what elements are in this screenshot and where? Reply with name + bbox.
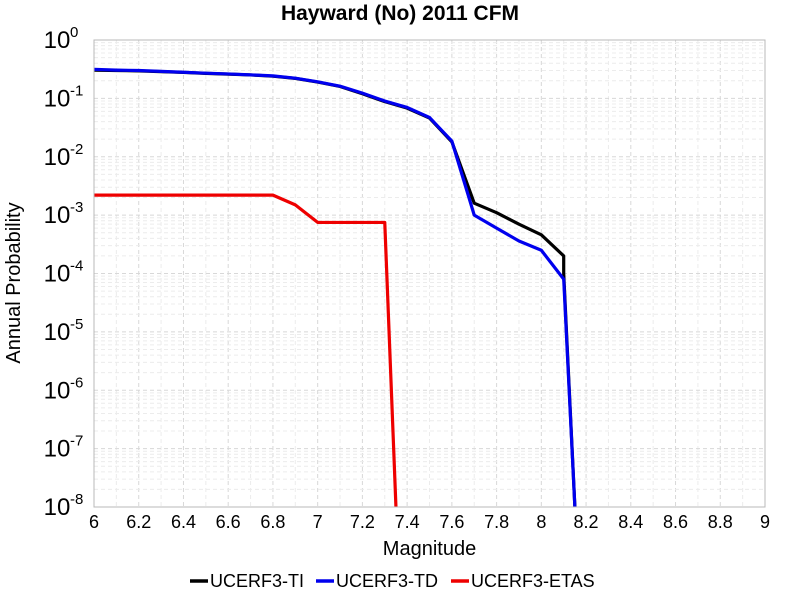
x-tick-label: 8.2: [574, 512, 599, 532]
legend-label: UCERF3-ETAS: [471, 571, 595, 591]
y-tick-exponent: -6: [70, 374, 83, 391]
y-tick-exponent: -3: [70, 199, 83, 216]
x-tick-label: 7.2: [350, 512, 375, 532]
y-tick-base: 10: [44, 436, 71, 463]
x-tick-label: 7.8: [484, 512, 509, 532]
x-tick-label: 6.6: [216, 512, 241, 532]
y-tick-exponent: -2: [70, 141, 83, 158]
x-axis-label: Magnitude: [383, 538, 476, 560]
y-tick-exponent: -7: [70, 433, 83, 450]
x-tick-label: 7.4: [395, 512, 420, 532]
y-tick-exponent: -5: [70, 316, 83, 333]
x-tick-label: 6.4: [171, 512, 196, 532]
y-tick-label: 10 0: [44, 24, 79, 54]
x-tick-label: 9: [760, 512, 770, 532]
y-tick-base: 10: [44, 261, 71, 288]
y-tick-base: 10: [44, 202, 71, 229]
legend-item: UCERF3-ETAS: [451, 571, 595, 591]
y-tick-base: 10: [44, 319, 71, 346]
series-line-ucerf3-ti: [93, 68, 577, 508]
y-tick-label: 10 -4: [44, 258, 84, 288]
y-tick-label: 10 -7: [44, 433, 84, 463]
x-tick-label: 7: [313, 512, 323, 532]
x-tick-label: 6.8: [260, 512, 285, 532]
y-tick-base: 10: [44, 144, 71, 171]
y-tick-label: 10 -3: [44, 199, 84, 229]
y-tick-label: 10 -8: [44, 491, 84, 521]
x-tick-label: 7.6: [439, 512, 464, 532]
chart-title: Hayward (No) 2011 CFM: [281, 2, 519, 25]
y-tick-label: 10 -5: [44, 316, 84, 346]
x-tick-labels: 6 6.2 6.4 6.6 6.8 7 7.2 7.4 7.6 7.8 8 8.2 8.4 8.6 8.8 9: [89, 512, 770, 532]
x-tick-label: 8.8: [708, 512, 733, 532]
series-layer: [93, 67, 577, 508]
y-tick-base: 10: [44, 27, 71, 54]
legend-item: UCERF3-TI: [190, 571, 304, 591]
legend-label: UCERF3-TI: [210, 571, 304, 591]
legend-item: UCERF3-TD: [316, 571, 438, 591]
y-axis-label: Annual Probability: [3, 202, 25, 363]
x-tick-label: 8.6: [663, 512, 688, 532]
grid: [93, 40, 766, 508]
series-line-ucerf3-etas: [94, 193, 398, 508]
y-tick-label: 10 -6: [44, 374, 84, 404]
legend: UCERF3-TI UCERF3-TD UCERF3-ETAS: [190, 571, 595, 591]
plot-frame: [93, 39, 766, 508]
y-tick-exponent: -4: [70, 258, 83, 275]
y-tick-base: 10: [44, 494, 71, 521]
series-line-ucerf3-td: [93, 67, 577, 508]
y-tick-exponent: 0: [70, 24, 78, 41]
x-tick-label: 8.4: [618, 512, 643, 532]
y-tick-label: 10 -2: [44, 141, 84, 171]
y-tick-base: 10: [44, 85, 71, 112]
x-tick-label: 8: [536, 512, 546, 532]
y-tick-exponent: -1: [70, 82, 83, 99]
y-tick-label: 10 -1: [44, 82, 84, 112]
legend-label: UCERF3-TD: [336, 571, 438, 591]
y-tick-exponent: -8: [70, 491, 83, 508]
y-tick-base: 10: [44, 377, 71, 404]
x-tick-label: 6.2: [126, 512, 151, 532]
x-tick-label: 6: [89, 512, 99, 532]
